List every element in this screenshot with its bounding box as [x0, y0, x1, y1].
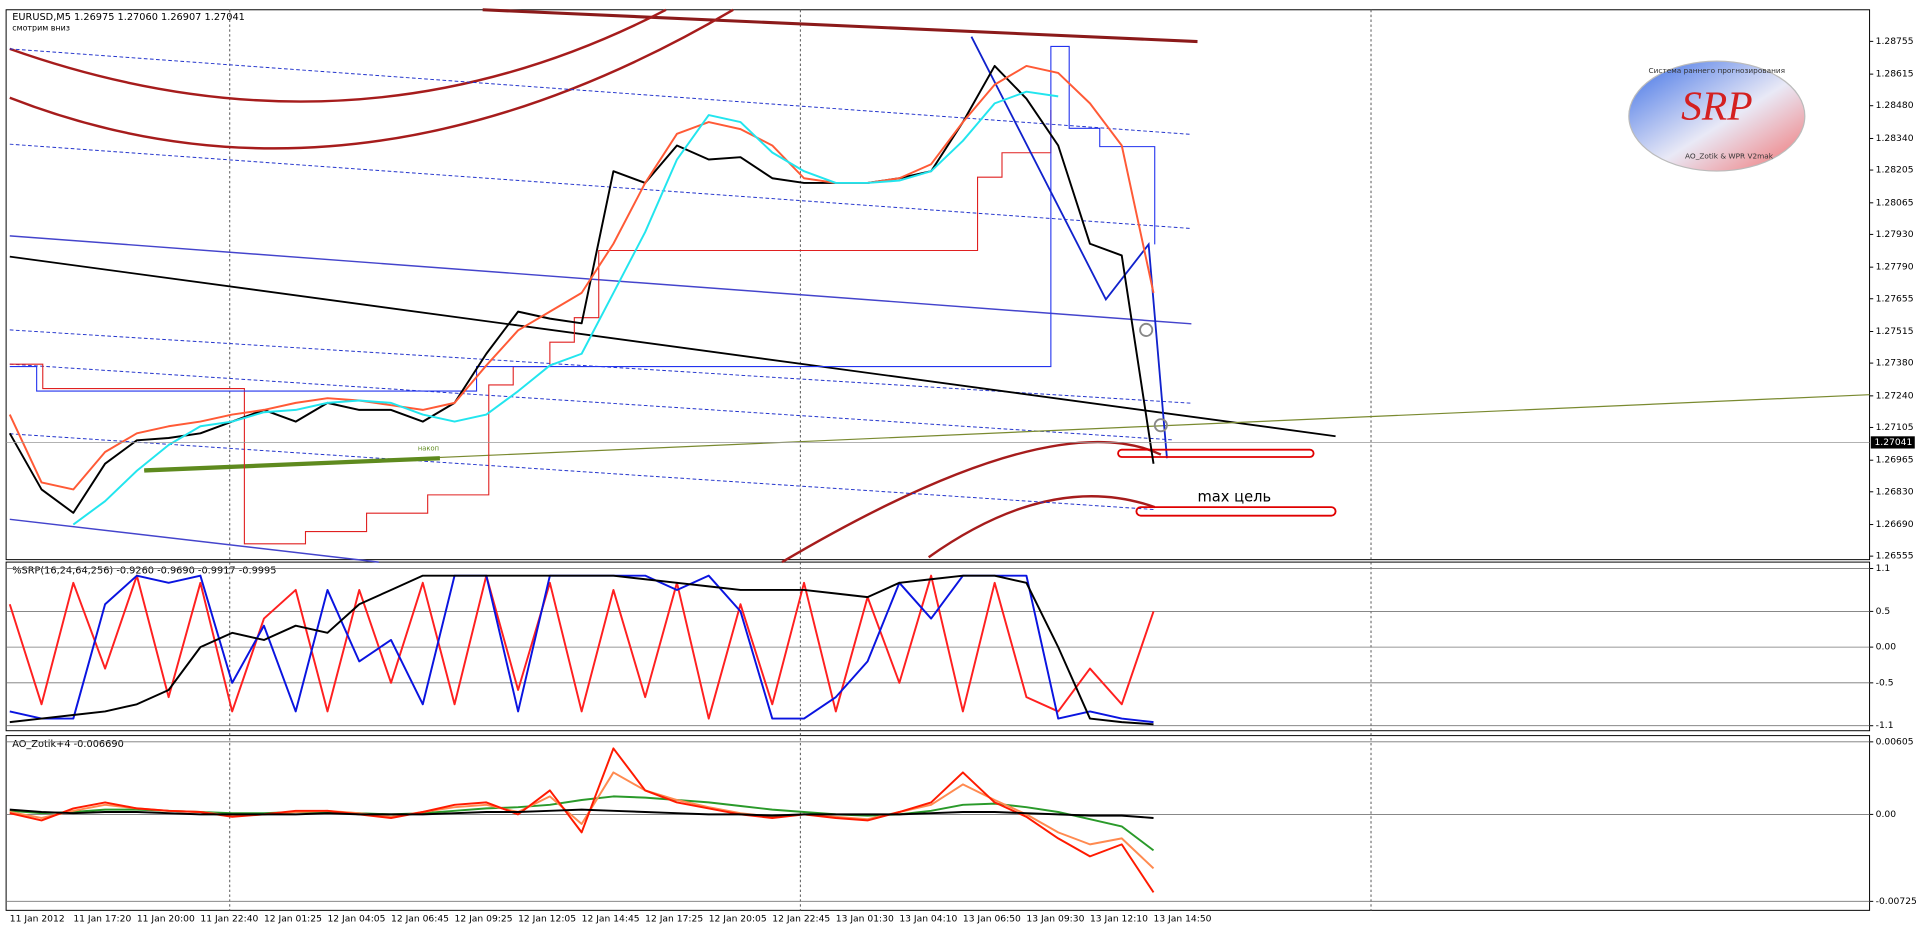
x-tick-label: 11 Jan 2012 — [10, 913, 65, 924]
panel-title: AO_Zotik+4 -0.006690 — [12, 739, 124, 750]
y-tick-label: 1.27930 — [1876, 229, 1914, 240]
y-tick-label: 1.28755 — [1876, 36, 1914, 47]
x-tick-label: 12 Jan 20:05 — [709, 913, 767, 924]
x-tick-label: 12 Jan 14:45 — [582, 913, 640, 924]
logo: SRP Система раннего прогнозирования AO_Z… — [1628, 60, 1806, 172]
series-line — [8, 64, 1155, 514]
y-tick-label: 1.28615 — [1876, 69, 1914, 80]
series-line — [8, 574, 1155, 720]
y-tick-label: 1.27790 — [1876, 262, 1914, 273]
series-line — [72, 90, 1059, 526]
y-tick-label: 0.5 — [1876, 606, 1891, 617]
y-tick-label: -0.5 — [1876, 677, 1894, 688]
x-tick-label: 11 Jan 22:40 — [200, 913, 258, 924]
logo-caption: Система раннего прогнозирования — [1649, 66, 1786, 75]
y-tick-label: 1.28340 — [1876, 133, 1914, 144]
last-price-box — [1870, 436, 1915, 449]
x-tick-label: 12 Jan 04:05 — [327, 913, 385, 924]
y-tick-label: 0.00 — [1876, 642, 1897, 653]
x-tick-label: 12 Jan 01:25 — [264, 913, 322, 924]
x-tick-label: 12 Jan 06:45 — [391, 913, 449, 924]
drawn-objects — [9, 8, 1870, 564]
x-tick-label: 13 Jan 14:50 — [1154, 913, 1212, 924]
series-line — [9, 771, 1155, 870]
x-tick-label: 11 Jan 20:00 — [137, 913, 195, 924]
y-tick-label: -0.00725 — [1876, 896, 1916, 907]
y-tick-label: 1.27515 — [1876, 326, 1914, 337]
x-tick-label: 13 Jan 01:30 — [836, 913, 894, 924]
x-tick-label: 13 Jan 12:10 — [1090, 913, 1148, 924]
y-tick-label: 1.27655 — [1876, 293, 1914, 304]
x-tick-label: 11 Jan 17:20 — [73, 913, 131, 924]
plot-area: SRP Система раннего прогнозирования AO_Z… — [5, 8, 1916, 924]
y-tick-label: 1.28065 — [1876, 197, 1914, 208]
y-tick-label: 1.27380 — [1876, 358, 1914, 369]
annotation: накоп — [418, 444, 439, 452]
panel-title: %SRP(16,24,64,256) -0.9260 -0.9690 -0.99… — [12, 566, 276, 577]
x-tick-label: 12 Jan 12:05 — [518, 913, 576, 924]
y-tick-label: 1.26965 — [1876, 455, 1914, 466]
y-tick-label: 0.00605 — [1876, 736, 1914, 747]
series-line — [9, 808, 1154, 819]
panel-frame — [5, 735, 1871, 911]
y-tick-label: 1.27105 — [1876, 422, 1914, 433]
x-tick-label: 12 Jan 22:45 — [772, 913, 830, 924]
y-tick-label: 1.26555 — [1876, 551, 1914, 562]
logo-text: SRP — [1681, 83, 1753, 129]
x-tick-label: 12 Jan 09:25 — [455, 913, 513, 924]
period-grid — [229, 9, 1372, 911]
last-price-label: 1.27041 — [1874, 437, 1912, 448]
y-tick-label: 1.28480 — [1876, 100, 1914, 111]
series-line — [8, 64, 1155, 491]
y-tick-label: 1.27240 — [1876, 390, 1914, 401]
y-tick-label: 0.00 — [1876, 809, 1897, 820]
logo-credit: AO_Zotik & WPR V2mak — [1685, 151, 1774, 160]
y-tick-label: 1.26830 — [1876, 486, 1914, 497]
y-tick-label: 1.1 — [1876, 563, 1891, 574]
x-tick-label: 13 Jan 06:50 — [963, 913, 1021, 924]
series-line — [9, 747, 1155, 893]
annotation: max цель — [1198, 488, 1272, 505]
panel-frame — [5, 9, 1871, 561]
y-tick-label: 1.26690 — [1876, 519, 1914, 530]
y-tick-label: -1.1 — [1876, 720, 1894, 731]
series-line — [9, 574, 1154, 726]
panel-title: EURUSD,M5 1.26975 1.27060 1.26907 1.2704… — [12, 12, 245, 23]
panel-subtitle: смотрим вниз — [12, 24, 70, 33]
x-tick-label: 13 Jan 04:10 — [899, 913, 957, 924]
panel-frame — [5, 561, 1871, 732]
x-tick-label: 12 Jan 17:25 — [645, 913, 703, 924]
y-tick-label: 1.28205 — [1876, 165, 1914, 176]
x-tick-label: 13 Jan 09:30 — [1026, 913, 1084, 924]
